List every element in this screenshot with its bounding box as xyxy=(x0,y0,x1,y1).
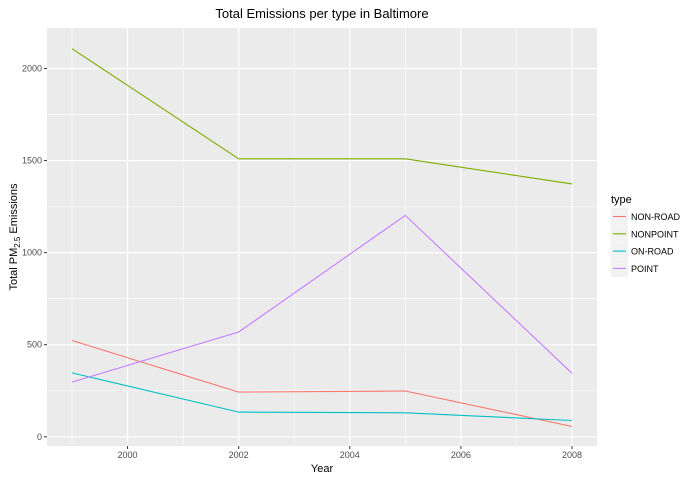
legend-title: type xyxy=(611,194,632,206)
series-line-on-road xyxy=(71,372,573,422)
grid-major xyxy=(47,28,597,446)
x-tick-label: 2004 xyxy=(340,450,360,460)
x-tick-label: 2002 xyxy=(229,450,249,460)
x-axis: 2000 2002 2004 2006 2008 xyxy=(118,446,582,460)
legend: type NON-ROAD NONPOINT ON-ROAD POINT xyxy=(611,194,680,277)
x-tick-label: 2006 xyxy=(451,450,471,460)
series-lines xyxy=(71,48,573,428)
y-axis-title: Total PM2.5 Emissions xyxy=(8,183,22,291)
chart-title: Total Emissions per type in Baltimore xyxy=(215,6,428,21)
y-axis: 0 500 1000 1500 2000 xyxy=(22,64,47,442)
y-tick-label: 500 xyxy=(27,340,42,350)
y-axis-title-prefix: Total PM xyxy=(8,248,20,291)
y-tick-label: 1000 xyxy=(22,248,42,258)
y-axis-title-suffix: Emissions xyxy=(8,183,20,237)
y-tick-label: 2000 xyxy=(22,64,42,74)
x-tick-label: 2008 xyxy=(562,450,582,460)
x-axis-title: Year xyxy=(311,463,334,475)
x-tick-label: 2000 xyxy=(118,450,138,460)
legend-label-non-road: NON-ROAD xyxy=(631,212,680,222)
grid-minor xyxy=(47,28,597,446)
legend-label-point: POINT xyxy=(631,264,659,274)
series-line-non-road xyxy=(71,339,573,428)
legend-label-on-road: ON-ROAD xyxy=(631,247,674,257)
y-tick-label: 1500 xyxy=(22,156,42,166)
y-tick-label: 0 xyxy=(37,432,42,442)
plot-panel xyxy=(47,28,597,446)
y-axis-title-subscript: 2.5 xyxy=(13,236,22,248)
series-line-point xyxy=(71,214,573,383)
legend-label-nonpoint: NONPOINT xyxy=(631,229,679,239)
series-line-nonpoint xyxy=(71,48,573,185)
